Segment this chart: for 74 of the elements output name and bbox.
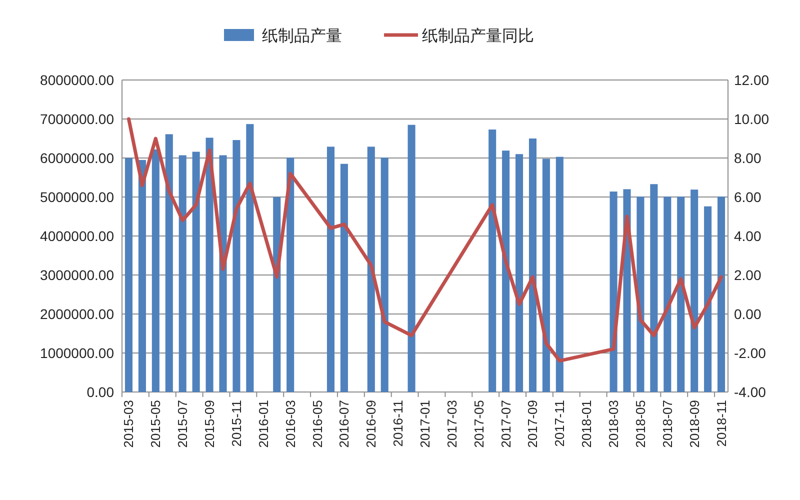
bar: [636, 196, 644, 392]
bar: [326, 146, 335, 392]
bar: [488, 130, 496, 392]
bar: [286, 158, 294, 392]
y-tick-label: 3000000.00: [40, 267, 114, 283]
y-tick-label: 8000000.00: [40, 72, 114, 88]
bar: [515, 154, 524, 392]
x-tick-label: 2017-01: [418, 400, 432, 448]
x-tick-label: 2018-03: [606, 400, 622, 448]
x-tick-label: 2015-11: [228, 400, 244, 447]
y2-tick-label: 12.00: [734, 72, 770, 88]
bar: [152, 149, 160, 392]
bar: [502, 150, 510, 392]
bar: [340, 164, 348, 392]
bar: [178, 155, 186, 392]
bar: [165, 134, 173, 392]
bar: [219, 155, 227, 392]
x-tick-label: 2016-01: [256, 400, 271, 448]
x-tick-label: 2018-11: [714, 400, 729, 447]
bar: [232, 140, 240, 392]
x-tick-label: 2017-09: [525, 400, 540, 448]
x-tick-label: 2015-03: [121, 400, 136, 448]
bar: [542, 158, 550, 392]
y2-tick-label: 6.00: [734, 189, 762, 205]
bar: [664, 196, 672, 392]
bar: [556, 156, 564, 392]
y-tick-label: 7000000.00: [40, 111, 114, 127]
x-tick-label: 2016-09: [364, 400, 379, 448]
bar: [650, 184, 658, 392]
x-tick-label: 2018-09: [686, 400, 702, 448]
x-tick-label: 2016-03: [282, 400, 298, 448]
x-tick-label: 2016-07: [336, 400, 352, 448]
bar: [528, 138, 537, 392]
bar: [717, 196, 726, 392]
bar: [192, 152, 200, 392]
x-tick-label: 2017-03: [444, 400, 460, 448]
legend-label: 纸制品产量同比: [422, 27, 534, 45]
y-tick-label: 4000000.00: [40, 228, 114, 244]
y-tick-label: 5000000.00: [40, 189, 114, 205]
x-tick-label: 2015-09: [202, 400, 218, 448]
y2-tick-label: 8.00: [734, 150, 762, 166]
bar: [677, 196, 685, 392]
y2-tick-label: -2.00: [734, 345, 766, 361]
bar: [246, 124, 254, 392]
y-tick-label: 6000000.00: [40, 150, 114, 166]
x-tick-label: 2016-11: [390, 400, 406, 447]
bar: [610, 192, 618, 392]
bar: [367, 146, 375, 392]
x-tick-label: 2018-07: [660, 400, 675, 448]
x-tick-label: 2018-01: [579, 400, 594, 448]
bar: [273, 197, 281, 392]
x-tick-label: 2017-05: [471, 400, 486, 448]
x-tick-label: 2017-07: [498, 400, 514, 448]
y2-tick-label: 4.00: [734, 228, 762, 244]
y2-tick-label: -4.00: [734, 384, 766, 400]
y-tick-label: 2000000.00: [40, 306, 114, 322]
x-tick-label: 2015-05: [148, 400, 164, 448]
bar: [138, 160, 146, 392]
bar: [690, 190, 698, 392]
bar: [124, 158, 133, 392]
y-tick-label: 1000000.00: [40, 345, 114, 361]
y2-tick-label: 10.00: [734, 111, 770, 127]
x-tick-label: 2017-11: [552, 400, 568, 447]
y2-tick-label: 2.00: [734, 267, 762, 283]
legend-label: 纸制品产量: [262, 27, 342, 45]
x-tick-label: 2016-05: [310, 400, 325, 448]
y2-tick-label: 0.00: [734, 306, 762, 322]
x-tick-label: 2018-05: [632, 400, 648, 448]
bar: [206, 138, 214, 392]
x-tick-label: 2015-07: [175, 400, 190, 448]
y-tick-label: 0.00: [86, 384, 114, 400]
bar: [380, 158, 388, 392]
bar: [704, 206, 712, 392]
bar: [408, 124, 416, 392]
